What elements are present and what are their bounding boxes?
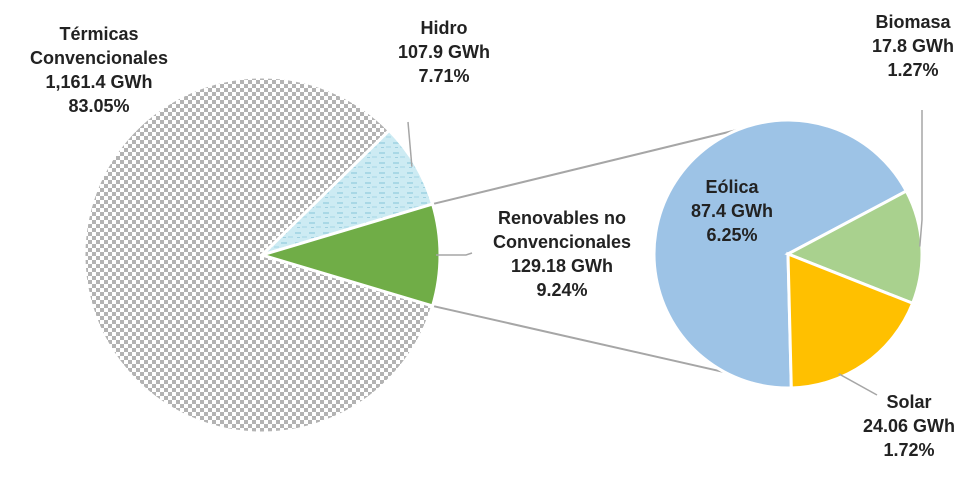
leader-line-hidro [407,121,413,167]
leader-line-biomasa [919,110,923,247]
data-label-eolica: Eólica 87.4 GWh 6.25% [691,177,773,245]
data-label-solar-line: 24.06 GWh [863,416,955,436]
data-label-hidro-line: 107.9 GWh [398,42,490,62]
data-label-termicas-line: 83.05% [68,96,129,116]
data-label-hidro-line: Hidro [421,18,468,38]
leader-line-renovables [436,252,473,256]
data-label-renovables: Renovables no Convencionales 129.18 GWh 9.2… [493,208,631,300]
leader-line-solar [838,373,878,396]
data-label-hidro: Hidro 107.9 GWh 7.71% [398,18,490,86]
data-label-solar-line: 1.72% [883,440,934,460]
data-label-renovables-line: 129.18 GWh [511,256,613,276]
data-label-termicas-line: Convencionales [30,48,168,68]
data-label-termicas: Térmicas Convencionales 1,161.4 GWh 83.05% [30,24,168,116]
data-label-hidro-line: 7.71% [418,66,469,86]
data-label-solar: Solar 24.06 GWh 1.72% [863,392,955,460]
data-label-renovables-line: Convencionales [493,232,631,252]
secondary-slice-solar [786,251,915,390]
data-label-termicas-line: Térmicas [59,24,138,44]
data-label-eolica-line: Eólica [705,177,759,197]
data-label-eolica-line: 87.4 GWh [691,201,773,221]
data-label-solar-line: Solar [886,392,931,412]
data-label-termicas-line: 1,161.4 GWh [45,72,152,92]
data-label-renovables-line: Renovables no [498,208,626,228]
connector-line-top [432,128,739,206]
data-label-biomasa: Biomasa 17.8 GWh 1.27% [872,12,954,80]
data-label-renovables-line: 9.24% [536,280,587,300]
data-label-biomasa-line: 1.27% [887,60,938,80]
data-label-biomasa-line: Biomasa [875,12,951,32]
data-label-eolica-line: 6.25% [706,225,757,245]
data-label-biomasa-line: 17.8 GWh [872,36,954,56]
secondary-slice-eolica [652,118,909,390]
connector-line-bottom [432,304,726,374]
secondary-slice-biomasa [784,189,924,306]
